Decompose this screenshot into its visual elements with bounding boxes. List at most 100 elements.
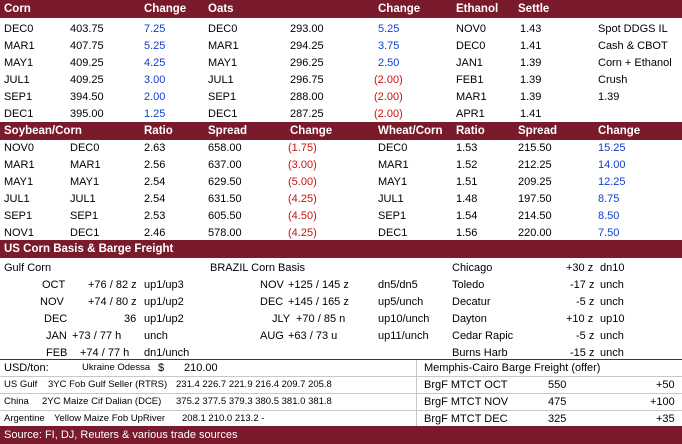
- corn-price: 395.00: [70, 108, 104, 120]
- soy-ratio: 2.56: [144, 159, 166, 171]
- row-divider: [0, 393, 682, 394]
- soy-spread: 658.00: [208, 142, 242, 154]
- usd-ton-label: USD/ton:: [4, 362, 49, 374]
- oats-price: 293.00: [290, 23, 324, 35]
- wheat-month: MAY1: [378, 176, 408, 188]
- fob-values: 231.4 226.7 221.9 216.4 209.7 205.8: [176, 379, 332, 390]
- brazil-month: DEC: [260, 296, 284, 308]
- oats-price: 294.25: [290, 40, 324, 52]
- ethanol-month: NOV0: [456, 23, 486, 35]
- gulf-month: DEC: [44, 313, 68, 325]
- brazil-month: NOV: [260, 279, 284, 291]
- wheat-month: MAR1: [378, 159, 409, 171]
- corn-change: 2.00: [144, 91, 166, 103]
- barge-label: BrgF MTCT NOV: [424, 396, 509, 408]
- interior-move: unch: [600, 279, 624, 291]
- wheat-change: 7.50: [598, 227, 620, 239]
- soy-spread: 578.00: [208, 227, 242, 239]
- wheat-spread: 214.50: [518, 210, 552, 222]
- corn-month: SEP1: [70, 210, 99, 222]
- oats-price: 287.25: [290, 108, 324, 120]
- brazil-month: JLY: [272, 313, 291, 325]
- gulf-basis: +74 / 77 h: [80, 347, 130, 359]
- brazil-basis: +125 / 145 z: [288, 279, 349, 291]
- oats-price: 288.00: [290, 91, 324, 103]
- oats-change: (2.00): [374, 74, 403, 86]
- ukraine-odessa-label: Ukraine Odessa: [82, 362, 151, 373]
- soy-month: NOV0: [4, 142, 34, 154]
- ethanol-settle: 1.43: [520, 23, 542, 35]
- odessa-value: 210.00: [184, 362, 218, 374]
- wheat-spread: 220.00: [518, 227, 552, 239]
- wheat-month: JUL1: [378, 193, 404, 205]
- header-us-corn-basis: US Corn Basis & Barge Freight: [4, 243, 174, 255]
- wheat-change: 8.50: [598, 210, 620, 222]
- corn-change: 1.25: [144, 108, 166, 120]
- header-oats: Oats: [208, 3, 234, 15]
- barge-change: +35: [656, 413, 675, 425]
- corn-change: 5.25: [144, 40, 166, 52]
- wheat-ratio: 1.51: [456, 176, 478, 188]
- corn-month: DEC0: [4, 23, 34, 35]
- header-ratio-soy: Ratio: [144, 125, 173, 137]
- soy-month: SEP1: [4, 210, 33, 222]
- ethanol-settle: 1.39: [520, 74, 542, 86]
- oats-month: DEC1: [208, 108, 238, 120]
- wheat-change: 14.00: [598, 159, 626, 171]
- row-divider: [0, 376, 682, 377]
- fob-description: Yellow Maize Fob UpRiver: [54, 413, 166, 424]
- soy-spread: 631.50: [208, 193, 242, 205]
- wheat-ratio: 1.53: [456, 142, 478, 154]
- corn-month: MAY1: [70, 176, 100, 188]
- interior-basis: -17 z: [570, 279, 595, 291]
- soy-change: (4.50): [288, 210, 317, 222]
- soy-change: (3.00): [288, 159, 317, 171]
- odessa-currency: $: [158, 362, 165, 374]
- oats-change: 3.75: [378, 40, 400, 52]
- header-spread-wheat: Spread: [518, 125, 557, 137]
- soy-month: MAY1: [4, 176, 34, 188]
- corn-price: 394.50: [70, 91, 104, 103]
- barge-label: BrgF MTCT OCT: [424, 379, 508, 391]
- ethanol-month: DEC0: [456, 40, 486, 52]
- gulf-month: FEB: [46, 347, 68, 359]
- header-oats-change: Change: [378, 3, 421, 15]
- corn-month: JUL1: [70, 193, 96, 205]
- header-change-wheat: Change: [598, 125, 641, 137]
- interior-basis: +30 z: [566, 262, 594, 274]
- barge-label: BrgF MTCT DEC: [424, 413, 508, 425]
- corn-month: SEP1: [4, 91, 33, 103]
- barge-value: 550: [548, 379, 567, 391]
- brazil-move: up5/unch: [378, 296, 424, 308]
- brazil-move: up10/unch: [378, 313, 430, 325]
- brazil-basis-title: BRAZIL Corn Basis: [210, 262, 305, 274]
- interior-location: Burns Harb: [452, 347, 508, 359]
- interior-location: Decatur: [452, 296, 491, 308]
- gulf-move: up1/up3: [144, 279, 184, 291]
- fob-values: 375.2 377.5 379.3 380.5 381.0 381.8: [176, 396, 332, 407]
- soy-ratio: 2.46: [144, 227, 166, 239]
- fob-country: China: [4, 396, 29, 407]
- corn-month: MAR1: [70, 159, 101, 171]
- oats-change: 5.25: [378, 23, 400, 35]
- ethanol-settle: 1.39: [520, 91, 542, 103]
- soy-ratio: 2.63: [144, 142, 166, 154]
- source-footer: Source: FI, DJ, Reuters & various trade …: [0, 426, 682, 444]
- corn-month: MAY1: [4, 57, 34, 69]
- oats-price: 296.75: [290, 74, 324, 86]
- soy-spread: 629.50: [208, 176, 242, 188]
- ethanol-month: FEB1: [456, 74, 484, 86]
- header-ratio-wheat: Ratio: [456, 125, 485, 137]
- soy-change: (4.25): [288, 193, 317, 205]
- gulf-basis: +73 / 77 h: [72, 330, 122, 342]
- gulf-corn-title: Gulf Corn: [4, 262, 52, 274]
- interior-move: unch: [600, 296, 624, 308]
- barge-value: 475: [548, 396, 567, 408]
- barge-change: +100: [650, 396, 675, 408]
- header-bar-basis: [0, 240, 682, 258]
- barge-freight-title: Memphis-Cairo Barge Freight (offer): [424, 362, 601, 374]
- ethanol-note: Cash & CBOT: [598, 40, 668, 52]
- soy-change: (1.75): [288, 142, 317, 154]
- wheat-month: DEC0: [378, 142, 408, 154]
- ethanol-settle: 1.39: [520, 57, 542, 69]
